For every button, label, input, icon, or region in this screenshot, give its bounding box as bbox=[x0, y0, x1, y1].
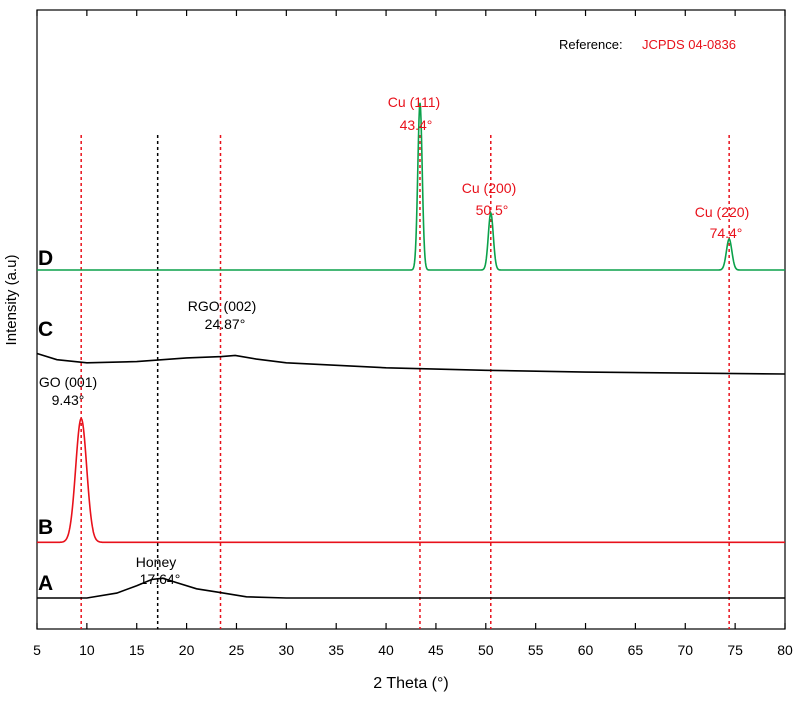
x-tick-label-5: 5 bbox=[33, 642, 41, 658]
x-tick-label-20: 20 bbox=[179, 642, 195, 658]
series-line-b bbox=[37, 417, 785, 544]
x-axis-label: 2 Theta (°) bbox=[373, 675, 448, 692]
annotation-go-value: 9.43° bbox=[52, 392, 85, 408]
x-tick-label-80: 80 bbox=[777, 642, 793, 658]
x-tick-label-55: 55 bbox=[528, 642, 544, 658]
reference-label: Reference: bbox=[559, 37, 623, 52]
series-label-c: C bbox=[38, 318, 53, 341]
x-tick-label-10: 10 bbox=[79, 642, 95, 658]
x-tick-label-75: 75 bbox=[727, 642, 743, 658]
annotation-honey-value: 17.64° bbox=[140, 571, 181, 587]
x-tick-label-65: 65 bbox=[628, 642, 644, 658]
annotation-cu220-name: Cu (220) bbox=[695, 204, 749, 220]
x-tick-label-40: 40 bbox=[378, 642, 394, 658]
annotation-cu200-name: Cu (200) bbox=[462, 180, 516, 196]
reference-lines bbox=[80, 135, 730, 629]
x-tick-label-30: 30 bbox=[279, 642, 295, 658]
series-line-d bbox=[37, 102, 785, 271]
series-label-d: D bbox=[38, 247, 53, 270]
annotation-cu200-value: 50.5° bbox=[476, 202, 509, 218]
reference-value: JCPDS 04-0836 bbox=[642, 37, 736, 52]
series-line-c bbox=[36, 352, 786, 375]
x-tick-label-45: 45 bbox=[428, 642, 444, 658]
annotation-cu111-value: 43.4° bbox=[400, 117, 433, 133]
series-layer bbox=[36, 102, 786, 599]
x-tick-label-60: 60 bbox=[578, 642, 594, 658]
annotation-rgo-name: RGO (002) bbox=[188, 298, 256, 314]
x-tick-label-35: 35 bbox=[328, 642, 344, 658]
annotation-cu111-name: Cu (111) bbox=[388, 94, 440, 110]
y-axis-label: Intensity (a.u) bbox=[3, 255, 20, 346]
series-label-a: A bbox=[38, 572, 53, 595]
x-tick-label-25: 25 bbox=[229, 642, 245, 658]
x-tick-label-15: 15 bbox=[129, 642, 145, 658]
annotation-cu220-value: 74.4° bbox=[710, 225, 743, 241]
annotation-go-name: GO (001) bbox=[39, 374, 97, 390]
series-line-a bbox=[37, 577, 785, 599]
annotation-rgo-value: 24.87° bbox=[205, 316, 246, 332]
annotation-honey-name: Honey bbox=[136, 554, 176, 570]
x-axis-ticks: 5 10 15 20 25 30 35 40 45 50 55 60 65 70 75 80 bbox=[33, 10, 793, 658]
series-label-b: B bbox=[38, 516, 53, 539]
plot-frame bbox=[36, 9, 786, 630]
x-tick-label-50: 50 bbox=[478, 642, 494, 658]
x-tick-label-70: 70 bbox=[677, 642, 693, 658]
